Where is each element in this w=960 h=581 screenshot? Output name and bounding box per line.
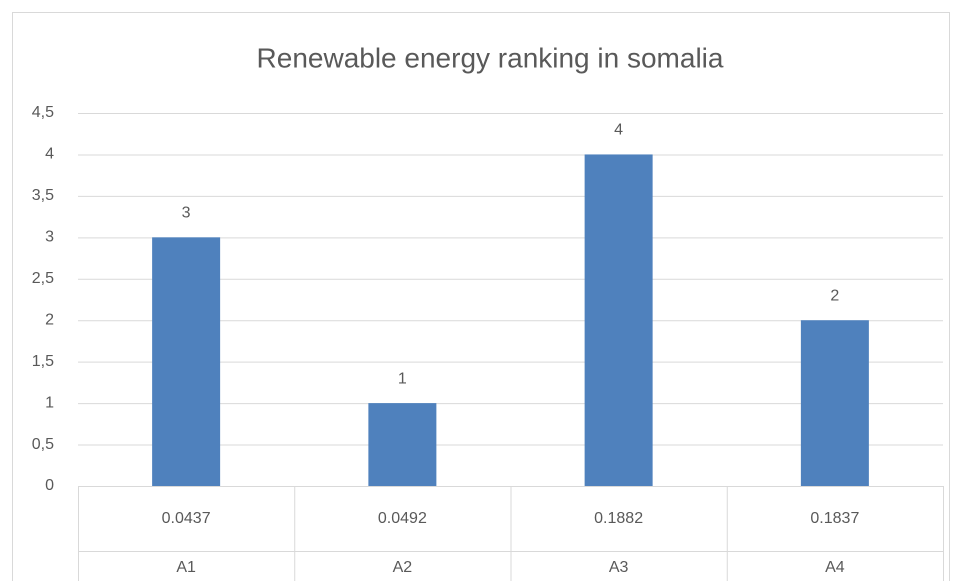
bar bbox=[152, 237, 221, 486]
bar bbox=[800, 320, 869, 486]
bar bbox=[584, 154, 653, 486]
data-label: 3 bbox=[182, 205, 191, 222]
bar bbox=[368, 403, 437, 486]
x-subcategory-label: 0.1882 bbox=[594, 510, 643, 527]
y-tick-label: 1 bbox=[45, 394, 54, 411]
y-tick-label: 2 bbox=[45, 311, 54, 328]
data-label: 2 bbox=[830, 287, 839, 304]
data-label: 1 bbox=[398, 370, 407, 387]
y-tick-label: 1,5 bbox=[32, 353, 54, 370]
x-subcategory-label: 0.1837 bbox=[810, 510, 859, 527]
y-tick-label: 4,5 bbox=[32, 104, 54, 121]
x-tick-label: A4 bbox=[825, 559, 845, 576]
data-label: 4 bbox=[614, 122, 623, 139]
x-tick-label: A1 bbox=[176, 559, 196, 576]
y-tick-label: 3,5 bbox=[32, 187, 54, 204]
x-tick-label: A3 bbox=[609, 559, 629, 576]
y-tick-label: 2,5 bbox=[32, 270, 54, 287]
x-tick-label: A2 bbox=[393, 559, 413, 576]
x-subcategory-label: 0.0492 bbox=[378, 510, 427, 527]
y-tick-label: 0,5 bbox=[32, 436, 54, 453]
y-tick-label: 3 bbox=[45, 229, 54, 246]
x-subcategory-label: 0.0437 bbox=[162, 510, 211, 527]
y-tick-label: 4 bbox=[45, 146, 54, 163]
y-tick-label: 0 bbox=[45, 477, 54, 494]
chart-title: Renewable energy ranking in somalia bbox=[257, 42, 724, 73]
